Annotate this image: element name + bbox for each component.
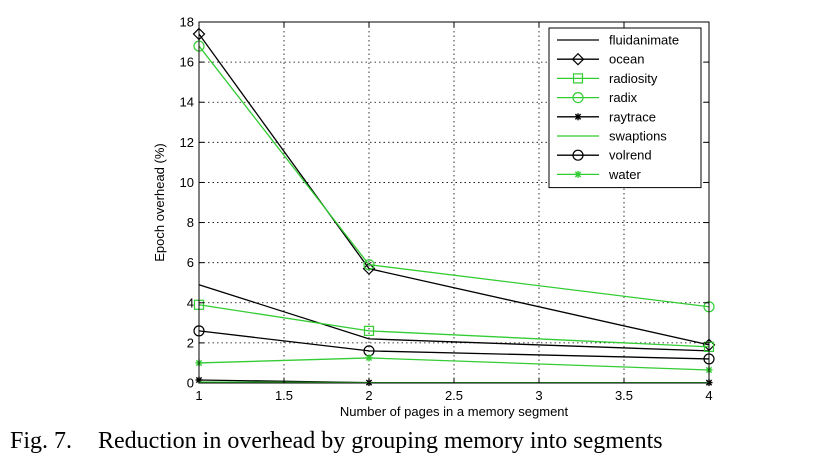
series-radiosity [193, 299, 715, 352]
caption-text: Reduction in overhead by grouping memory… [98, 428, 663, 454]
legend-label: fluidanimate [609, 33, 679, 48]
marker-square [572, 73, 584, 84]
y-tick-label: 0 [187, 376, 194, 391]
marker-circle [572, 91, 584, 104]
legend: fluidanimate ocean radiosity radix raytrace s… [548, 27, 702, 189]
legend-item-ocean: ocean [557, 52, 644, 67]
series-line [198, 45, 710, 308]
x-tick-label: 4 [705, 388, 712, 403]
x-tick-label: 3 [535, 388, 542, 403]
legend-box [548, 27, 702, 189]
marker-star [574, 170, 582, 178]
y-tick-label: 8 [187, 215, 194, 230]
legend-item-fluidanimate: fluidanimate [557, 33, 679, 48]
y-tick-label: 16 [180, 55, 194, 70]
x-tick-label: 1.5 [275, 388, 293, 403]
series-line [198, 284, 710, 352]
legend-label: radiosity [609, 71, 658, 86]
x-tick-label: 2 [365, 388, 372, 403]
legend-item-volrend: volrend [557, 148, 652, 163]
grid [199, 22, 709, 383]
legend-label: water [608, 167, 641, 182]
legend-item-swaptions: swaptions [557, 129, 667, 144]
y-axis-label: Epoch overhead (%) [152, 143, 167, 262]
series-line [198, 304, 710, 348]
legend-item-radiosity: radiosity [557, 71, 658, 86]
marker-star [574, 113, 582, 121]
y-tick-label: 18 [180, 15, 194, 30]
legend-label: radix [609, 90, 638, 105]
series-line [198, 33, 710, 346]
figure-number: Fig. 7. [10, 428, 73, 454]
series-line [198, 330, 710, 360]
y-tick-label: 12 [180, 135, 194, 150]
figure-caption: Fig. 7. Reduction in overhead by grouping… [10, 428, 821, 455]
x-tick-label: 3.5 [615, 388, 633, 403]
legend-item-raytrace: raytrace [557, 109, 656, 124]
y-tick-label: 4 [187, 295, 194, 310]
marker-square [363, 325, 375, 336]
marker-diamond [571, 52, 585, 66]
x-axis-label: Number of pages in a memory segment [340, 404, 569, 419]
marker-star [365, 354, 373, 362]
y-tick-label: 6 [187, 255, 194, 270]
legend-label: volrend [609, 148, 652, 163]
x-tick-label: 1 [195, 388, 202, 403]
series-fluidanimate [198, 284, 710, 352]
y-tick-label: 14 [180, 95, 194, 110]
y-tick-label: 10 [180, 175, 194, 190]
x-tick-label: 2.5 [445, 388, 463, 403]
marker-diamond [362, 262, 376, 276]
legend-label: swaptions [609, 129, 667, 144]
legend-item-water: water [557, 167, 641, 182]
ticks: 1 1.5 2 2.5 3 3.5 4 0 2 4 6 8 10 12 14 16 18 [180, 15, 713, 404]
legend-label: ocean [609, 52, 644, 67]
legend-label: raytrace [609, 109, 656, 124]
marker-circle [572, 149, 584, 161]
y-tick-label: 2 [187, 335, 194, 350]
marker-circle [363, 259, 375, 271]
legend-item-radix: radix [557, 90, 638, 105]
